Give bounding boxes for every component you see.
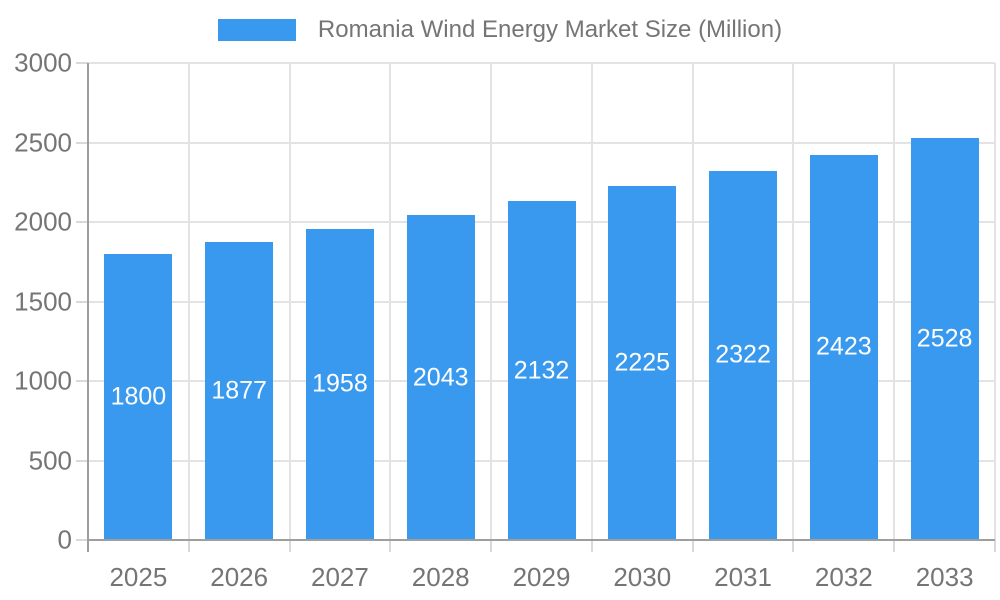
x-axis-line [88,539,995,541]
v-gridline [288,63,291,540]
bar [809,154,878,540]
v-gridline [590,63,593,540]
bar [608,186,677,540]
chart-legend[interactable]: Romania Wind Energy Market Size (Million… [0,16,1000,44]
bar-value-label: 2225 [614,348,671,377]
bar-value-label: 2322 [715,340,771,369]
bar-value-label: 1958 [312,369,368,398]
x-axis-tick-label: 2031 [714,562,772,592]
h-gridline [88,141,995,144]
h-gridline [88,62,995,64]
y-axis-tick [76,300,88,303]
x-axis-tick [187,540,190,552]
y-axis-tick-label: 0 [57,524,72,555]
bar-value-label: 2528 [916,324,973,353]
v-gridline [792,63,795,540]
x-axis-tick-label: 2025 [109,562,168,592]
v-gridline [389,63,392,540]
x-axis-tick [691,540,694,552]
y-axis-tick-label: 2500 [14,127,72,157]
v-gridline [893,63,896,540]
bar-value-label: 2423 [816,332,872,361]
x-axis-tick-label: 2030 [613,562,672,592]
v-gridline [187,63,190,540]
x-axis-tick-label: 2032 [814,562,873,592]
bar [709,170,778,540]
x-axis-tick [590,540,593,552]
y-axis-tick [76,539,88,541]
bar [507,201,576,540]
x-axis-tick [994,540,996,552]
y-axis-tick [76,221,88,223]
legend-label: Romania Wind Energy Market Size (Million… [317,16,783,43]
y-axis-tick-label: 1000 [14,365,72,396]
bar [406,215,475,540]
y-axis-tick-label: 3000 [14,47,72,78]
x-axis-tick-label: 2029 [512,562,571,592]
y-axis-tick [76,62,88,64]
y-axis-line [87,63,89,552]
v-gridline [994,63,996,540]
y-axis-tick-label: 500 [28,445,72,475]
x-axis-tick [389,540,392,552]
bar-value-label: 1800 [110,382,167,411]
v-gridline [490,63,493,540]
bar [910,138,979,540]
x-axis-tick-label: 2027 [311,562,369,592]
y-axis-tick [76,141,88,144]
x-axis-tick [893,540,896,552]
bar [104,253,173,540]
x-axis-tick [490,540,493,552]
bar [205,241,274,540]
x-axis-tick-label: 2028 [411,562,470,592]
bar-value-label: 2132 [513,356,570,384]
x-axis-tick [792,540,795,552]
x-axis-tick-label: 2026 [210,562,269,592]
x-axis-tick [288,540,291,552]
y-axis-tick [76,380,88,382]
bar-value-label: 2043 [412,363,469,392]
bar-value-label: 1877 [211,376,267,405]
y-axis-tick-label: 2000 [14,206,72,237]
v-gridline [691,63,694,540]
bar [305,228,374,540]
x-axis-tick-label: 2033 [915,562,974,592]
y-axis-tick-label: 1500 [14,286,72,316]
legend-swatch-icon [217,19,296,41]
y-axis-tick [76,459,88,462]
